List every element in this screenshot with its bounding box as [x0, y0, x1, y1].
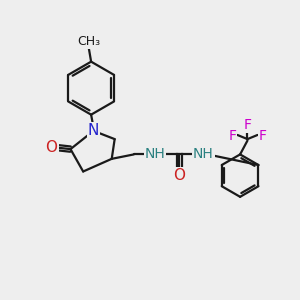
Text: NH: NH [193, 147, 214, 161]
Text: O: O [45, 140, 57, 155]
Text: N: N [88, 123, 99, 138]
Text: O: O [173, 168, 185, 183]
Text: F: F [244, 118, 251, 132]
Text: F: F [228, 129, 236, 142]
Text: NH: NH [145, 147, 165, 161]
Text: CH₃: CH₃ [77, 35, 100, 48]
Text: F: F [259, 129, 267, 142]
